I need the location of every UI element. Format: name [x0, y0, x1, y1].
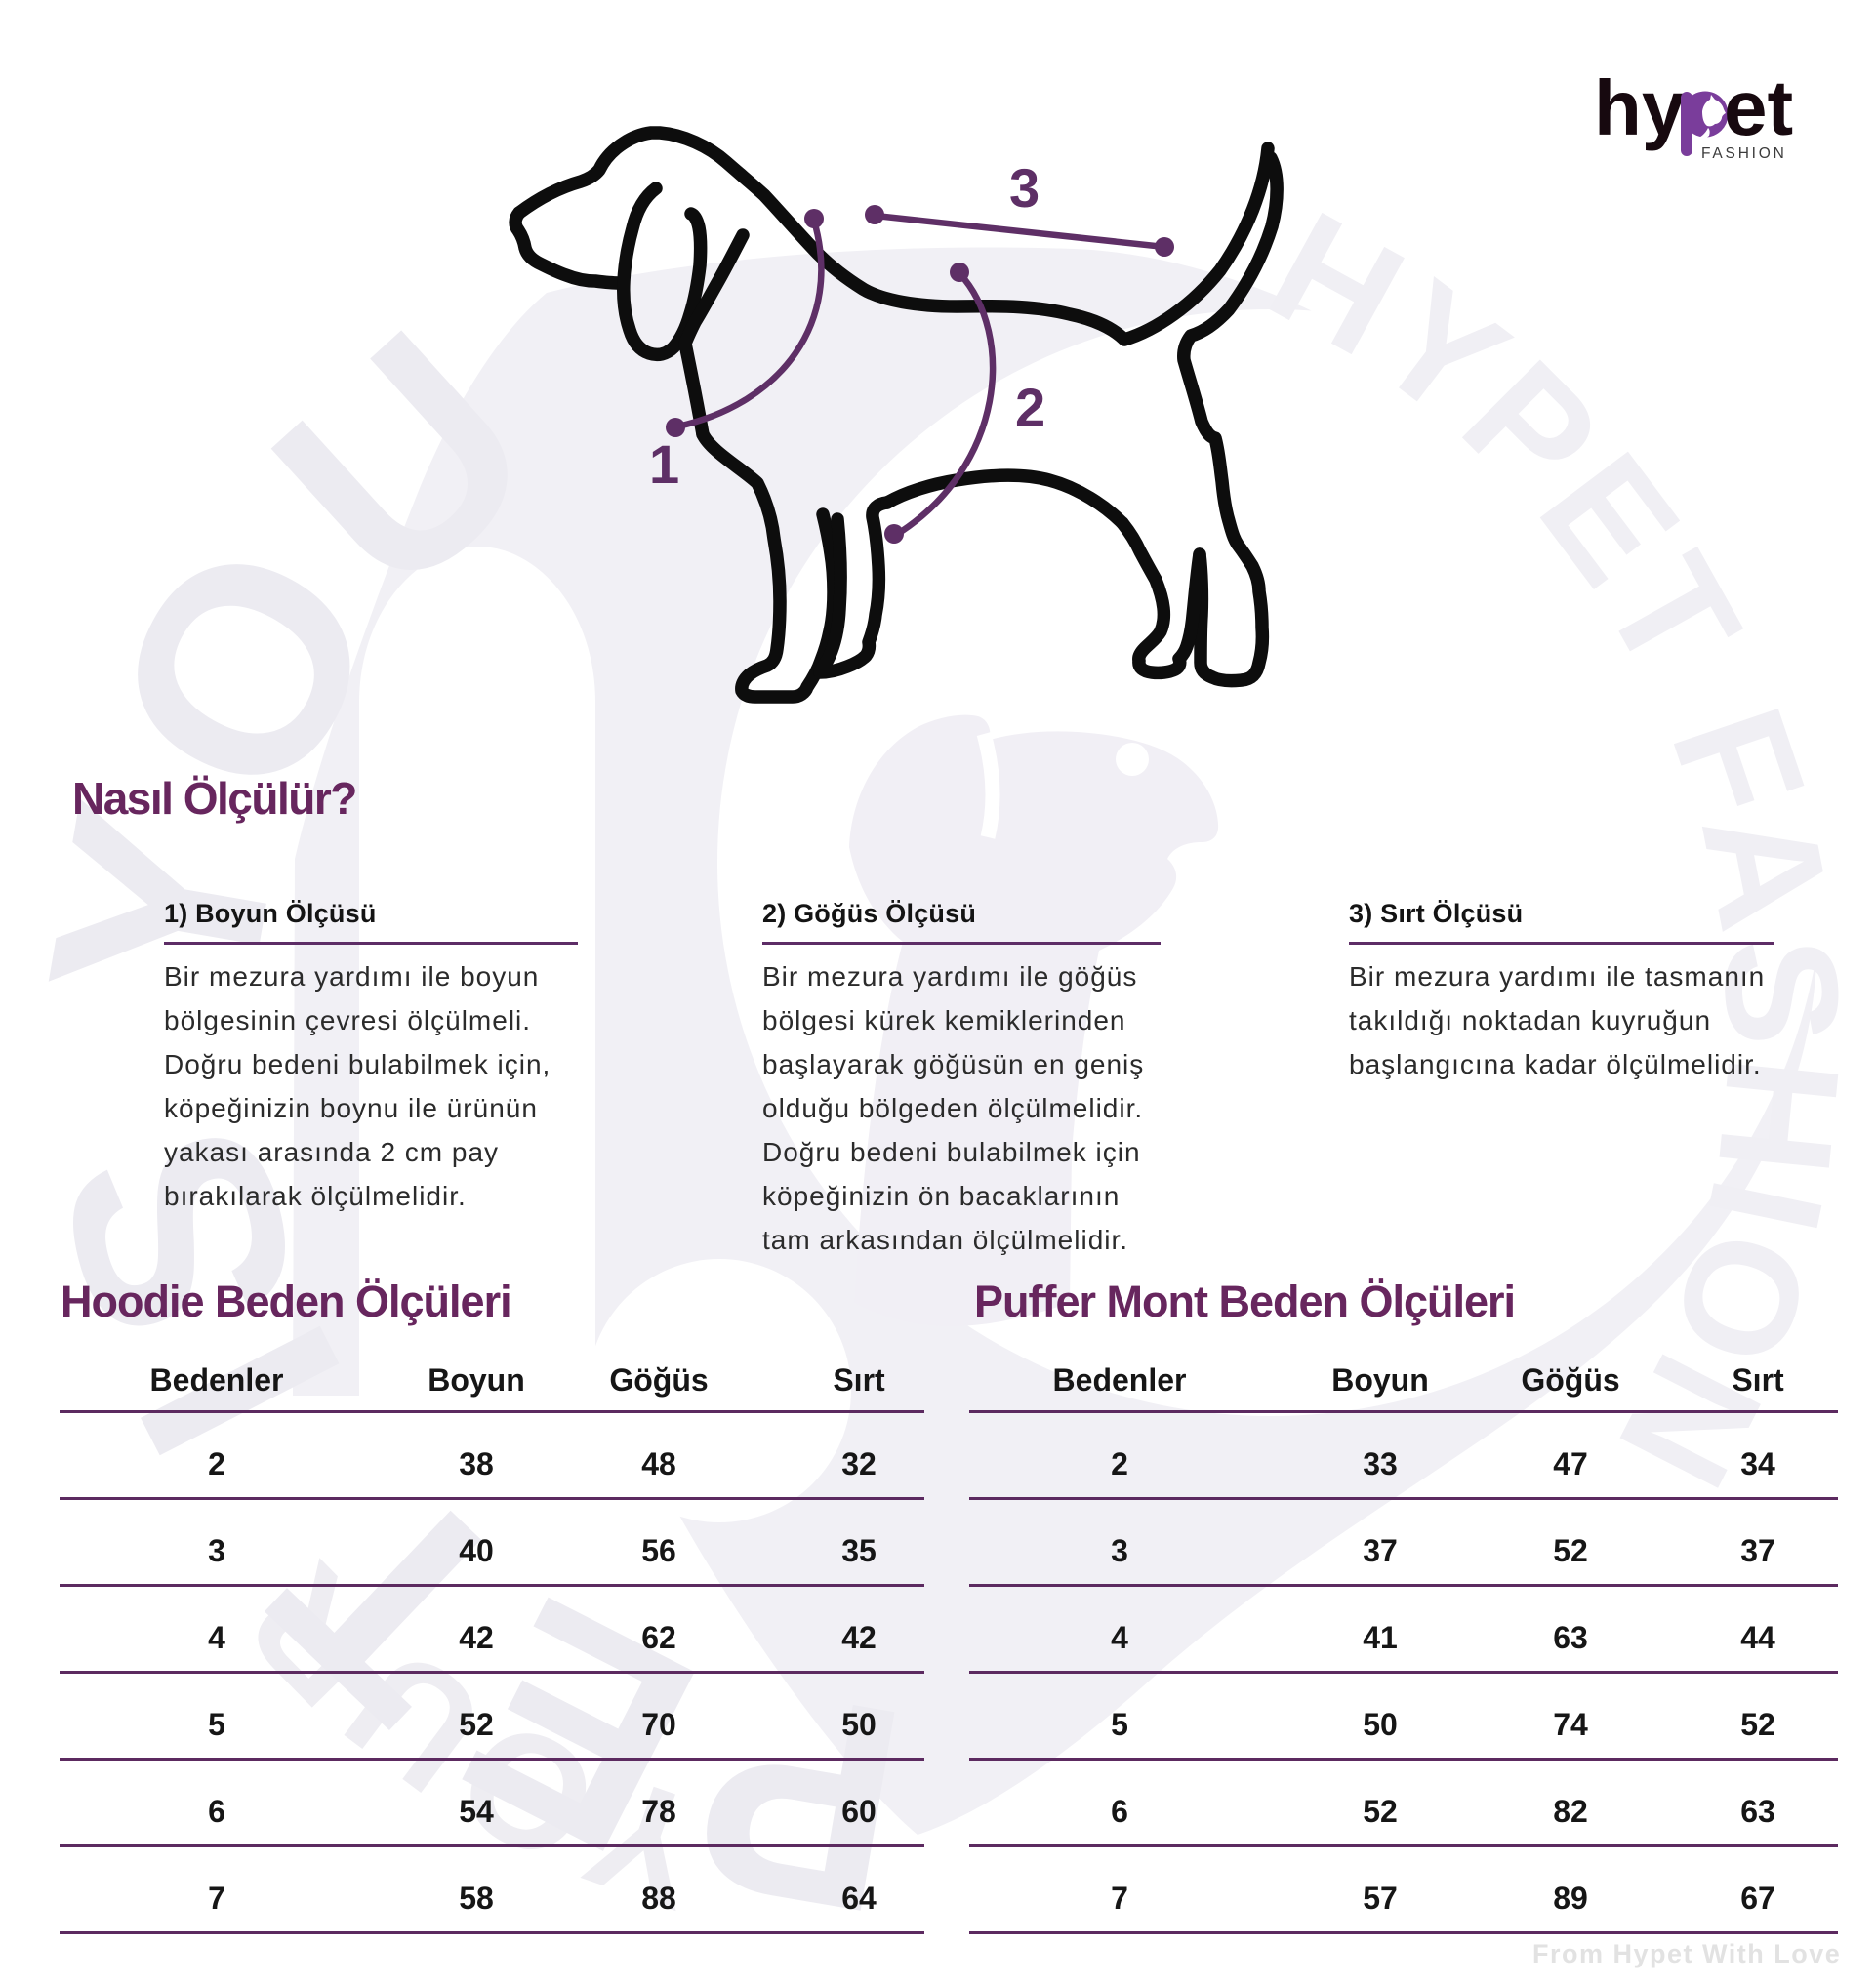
svg-text:FASHION: FASHION	[1701, 145, 1787, 162]
svg-text:et: et	[1724, 64, 1793, 151]
svg-text:hy: hy	[1594, 64, 1686, 151]
svg-text:1: 1	[649, 433, 679, 495]
svg-text:2: 2	[1015, 377, 1045, 438]
svg-text:3: 3	[1009, 157, 1040, 219]
